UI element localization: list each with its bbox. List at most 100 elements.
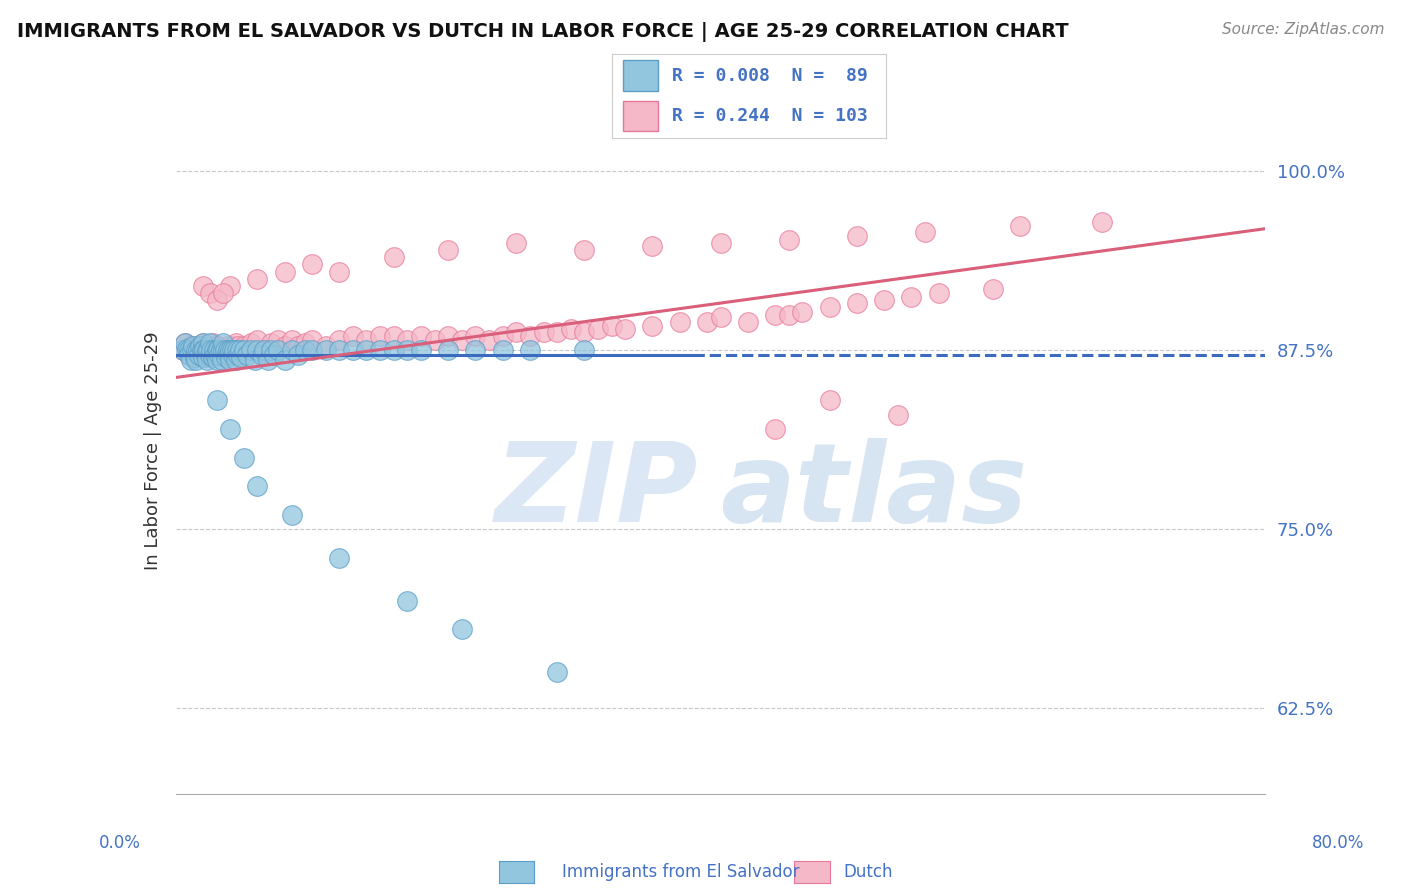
Point xyxy=(204,348,226,362)
Point xyxy=(214,343,236,358)
Point xyxy=(696,315,718,329)
Point xyxy=(641,318,664,333)
Text: 0.0%: 0.0% xyxy=(98,834,141,852)
Point xyxy=(450,333,472,347)
Point xyxy=(356,333,378,347)
Point xyxy=(218,348,240,362)
Point xyxy=(174,336,197,351)
Point xyxy=(778,308,800,322)
Text: atlas: atlas xyxy=(721,438,1028,545)
Point xyxy=(368,343,391,358)
Point xyxy=(191,336,214,351)
Point xyxy=(197,343,219,358)
Point xyxy=(886,408,908,422)
Point xyxy=(505,235,527,250)
Point xyxy=(232,343,254,358)
Point xyxy=(260,336,283,351)
Point xyxy=(505,325,527,339)
Point xyxy=(246,479,269,493)
Point xyxy=(190,348,212,362)
Point xyxy=(172,343,194,358)
Point xyxy=(200,343,222,358)
Point xyxy=(219,353,242,368)
Point xyxy=(212,336,235,351)
Point xyxy=(274,339,297,353)
Point xyxy=(197,348,219,362)
Point xyxy=(710,310,733,325)
Point xyxy=(368,329,391,343)
Point xyxy=(396,593,419,607)
Y-axis label: In Labor Force | Age 25-29: In Labor Force | Age 25-29 xyxy=(143,331,162,570)
Point xyxy=(845,296,868,310)
Point xyxy=(437,243,460,257)
Point xyxy=(382,250,405,264)
Point xyxy=(396,333,419,347)
Point xyxy=(184,343,207,358)
Point xyxy=(225,353,247,368)
Point xyxy=(328,264,350,278)
Text: ZIP: ZIP xyxy=(495,438,699,545)
Point xyxy=(267,333,290,347)
Point xyxy=(191,351,214,365)
Point xyxy=(211,348,233,362)
Point xyxy=(294,343,316,358)
Point xyxy=(193,343,215,358)
Point xyxy=(600,318,623,333)
Text: R = 0.244  N = 103: R = 0.244 N = 103 xyxy=(672,107,868,125)
Point xyxy=(191,336,214,351)
FancyBboxPatch shape xyxy=(623,101,658,131)
Text: Immigrants from El Salvador: Immigrants from El Salvador xyxy=(562,863,800,881)
Point xyxy=(235,348,257,362)
Text: R = 0.008  N =  89: R = 0.008 N = 89 xyxy=(672,67,868,85)
Point xyxy=(519,329,541,343)
Point xyxy=(219,343,242,358)
Point xyxy=(614,322,637,336)
Point xyxy=(246,271,269,285)
Point xyxy=(301,343,323,358)
Point xyxy=(205,343,228,358)
Point xyxy=(172,343,194,358)
Point xyxy=(201,336,224,351)
Point xyxy=(396,343,419,358)
Point xyxy=(586,322,609,336)
Point xyxy=(194,348,217,362)
Point xyxy=(287,339,309,353)
Point xyxy=(356,343,378,358)
Point xyxy=(198,336,221,351)
Text: Dutch: Dutch xyxy=(844,863,893,881)
Point xyxy=(191,343,214,358)
Point xyxy=(280,508,302,522)
Point xyxy=(818,393,841,408)
Point xyxy=(226,343,249,358)
Point xyxy=(342,343,364,358)
Point xyxy=(257,353,280,368)
Point xyxy=(478,333,501,347)
Point xyxy=(201,351,224,365)
Point xyxy=(222,339,245,353)
Point xyxy=(225,336,247,351)
Point xyxy=(231,351,253,365)
Point xyxy=(187,348,209,362)
Point xyxy=(232,450,254,465)
Point xyxy=(574,243,596,257)
FancyBboxPatch shape xyxy=(623,61,658,91)
Point xyxy=(873,293,896,308)
Point xyxy=(228,348,250,362)
Point xyxy=(328,550,350,565)
Point xyxy=(342,329,364,343)
Point xyxy=(205,339,228,353)
Point xyxy=(187,343,209,358)
Point xyxy=(263,348,285,362)
Point xyxy=(328,333,350,347)
Point xyxy=(382,343,405,358)
Point xyxy=(253,343,276,358)
Point xyxy=(818,301,841,315)
Point xyxy=(246,333,269,347)
Point xyxy=(200,339,222,353)
Point xyxy=(228,339,250,353)
Point xyxy=(243,353,266,368)
Point xyxy=(1010,219,1032,233)
Point xyxy=(180,339,202,353)
Point xyxy=(250,348,273,362)
Text: 80.0%: 80.0% xyxy=(1312,834,1365,852)
